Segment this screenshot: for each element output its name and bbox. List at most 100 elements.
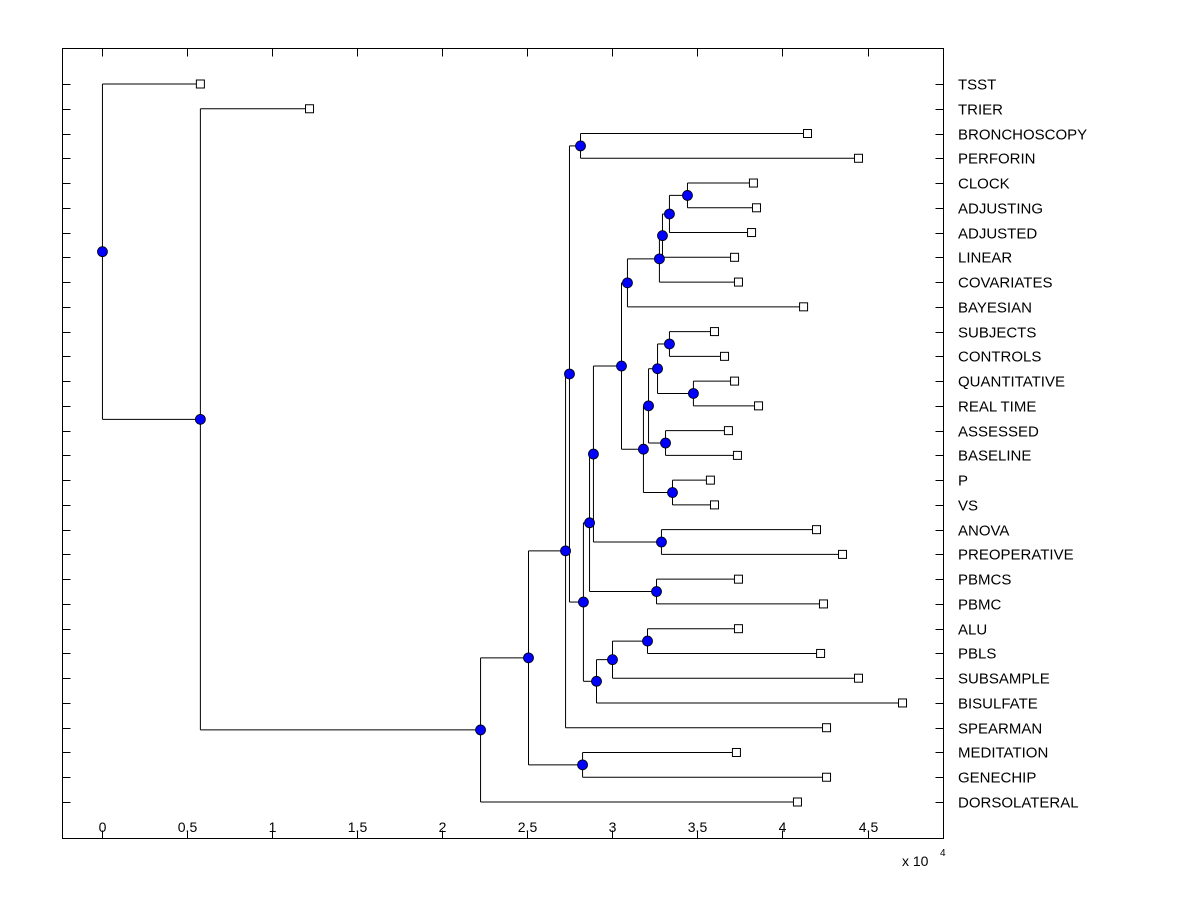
cluster-node-marker: [643, 400, 654, 412]
leaf-label: DORSOLATERAL: [958, 795, 1079, 812]
leaf-label: PBLS: [958, 646, 996, 663]
leaf-marker: [730, 376, 740, 386]
cluster-node-marker: [591, 675, 602, 687]
leaf-label: QUANTITATIVE: [958, 374, 1065, 391]
leaf-label: PREOPERATIVE: [958, 547, 1074, 564]
cluster-node-marker: [97, 246, 108, 258]
leaf-label: TSST: [958, 77, 996, 94]
cluster-node-marker: [584, 517, 595, 529]
cluster-node-marker: [560, 545, 571, 557]
leaf-marker: [754, 401, 764, 411]
leaf-marker: [748, 178, 758, 188]
leaf-marker: [730, 252, 740, 262]
cluster-node-marker: [688, 388, 699, 399]
cluster-node-marker: [667, 487, 678, 498]
leaf-label: ANOVA: [958, 523, 1009, 540]
x-tick-label: 2.5: [518, 819, 538, 835]
leaf-label: PBMCS: [958, 572, 1011, 589]
cluster-node-marker: [622, 277, 633, 289]
cluster-node-marker: [656, 536, 667, 548]
leaf-marker: [818, 599, 828, 609]
x-tick-label: 1: [269, 819, 277, 835]
leaf-label: ALU: [958, 622, 987, 639]
leaf-label: COVARIATES: [958, 275, 1052, 292]
leaf-marker: [709, 500, 719, 510]
leaf-marker: [731, 747, 741, 757]
leaf-label: PBMC: [958, 597, 1002, 614]
leaf-marker: [838, 549, 848, 559]
leaf-label: MEDITATION: [958, 745, 1048, 762]
x-tick-label: 4.5: [859, 819, 879, 835]
x-tick-label: 3: [609, 819, 617, 835]
leaf-label: BISULFATE: [958, 696, 1038, 713]
leaf-marker: [853, 673, 863, 683]
leaf-marker: [898, 698, 908, 708]
leaf-marker: [305, 104, 315, 114]
cluster-node-marker: [651, 586, 662, 597]
x-tick-label: 3.5: [688, 819, 708, 835]
x-tick-label: 2: [439, 819, 447, 835]
leaf-marker: [799, 302, 809, 312]
leaf-label: BASELINE: [958, 448, 1031, 465]
leaf-label: BRONCHOSCOPY: [958, 127, 1087, 144]
cluster-node-marker: [616, 360, 627, 372]
plot-area-frame: [62, 48, 944, 839]
leaf-marker: [853, 153, 863, 163]
cluster-node-marker: [564, 368, 575, 380]
leaf-label: BAYESIAN: [958, 300, 1032, 317]
leaf-label: REAL TIME: [958, 399, 1036, 416]
x-tick-label: 0.5: [178, 819, 198, 835]
cluster-node-marker: [682, 190, 693, 201]
leaf-label: LINEAR: [958, 250, 1012, 267]
leaf-label: ADJUSTING: [958, 201, 1043, 218]
cluster-node-marker: [607, 654, 618, 666]
leaf-marker: [733, 624, 743, 634]
leaf-label: ADJUSTED: [958, 226, 1037, 243]
cluster-node-marker: [652, 363, 663, 375]
leaf-marker: [732, 450, 742, 460]
cluster-node-marker: [575, 140, 586, 152]
cluster-node-marker: [577, 759, 588, 771]
x-tick-label: 1.5: [348, 819, 368, 835]
leaf-label: TRIER: [958, 102, 1003, 119]
cluster-node-marker: [654, 253, 665, 265]
leaf-label: PERFORIN: [958, 151, 1036, 168]
cluster-node-marker: [194, 413, 206, 425]
cluster-node-marker: [588, 448, 599, 460]
cluster-node-marker: [657, 230, 668, 242]
leaf-label: VS: [958, 498, 978, 515]
leaf-marker: [747, 228, 757, 238]
x-tick-label: 4: [779, 819, 787, 835]
cluster-node-marker: [664, 338, 675, 350]
leaf-label: ASSESSED: [958, 424, 1039, 441]
leaf-marker: [816, 648, 826, 658]
cluster-node-marker: [523, 652, 534, 664]
leaf-marker: [751, 203, 761, 213]
leaf-label: CONTROLS: [958, 349, 1041, 366]
x-tick-label: 0: [99, 819, 107, 835]
cluster-node-marker: [664, 208, 675, 220]
leaf-marker: [723, 426, 733, 436]
leaf-marker: [195, 79, 205, 89]
leaf-label: SPEARMAN: [958, 721, 1042, 738]
leaf-marker: [733, 574, 743, 584]
leaf-marker: [822, 723, 832, 733]
leaf-label: P: [958, 473, 968, 490]
leaf-label: SUBSAMPLE: [958, 671, 1050, 688]
cluster-node-marker: [638, 443, 649, 455]
leaf-label: CLOCK: [958, 176, 1010, 193]
leaf-marker: [792, 797, 802, 807]
cluster-node-marker: [642, 635, 653, 647]
x-multiplier-exponent: 4: [940, 848, 946, 859]
leaf-marker: [705, 475, 715, 485]
leaf-marker: [709, 327, 719, 337]
leaf-marker: [720, 351, 730, 361]
leaf-label: SUBJECTS: [958, 325, 1036, 342]
x-multiplier-label: x 10: [902, 853, 929, 869]
cluster-node-marker: [475, 724, 486, 736]
cluster-node-marker: [578, 596, 589, 608]
leaf-marker: [822, 772, 832, 782]
leaf-marker: [733, 277, 743, 287]
